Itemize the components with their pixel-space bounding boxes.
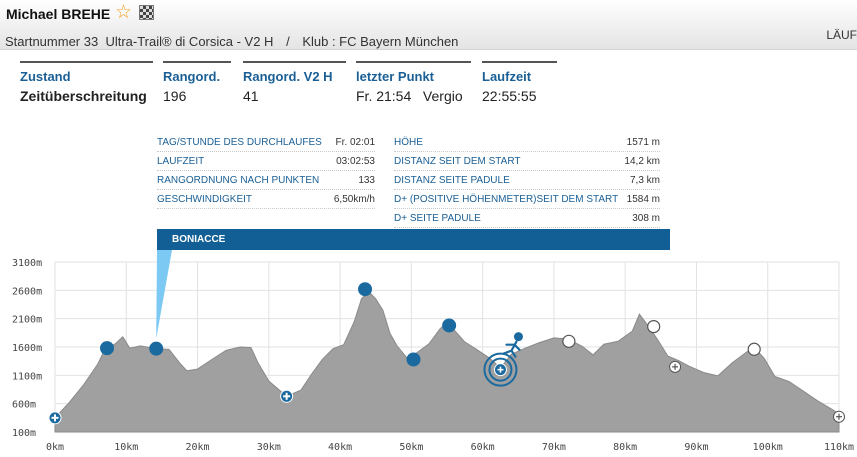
tooltip-value: 6,50km/h: [333, 194, 375, 205]
summary-last-point: letzter Punkt Fr. 21:54 Vergio: [356, 61, 471, 104]
tooltip-value: 308 m: [632, 213, 660, 224]
x-tick-label: 60km: [471, 442, 495, 453]
tooltip-row: GESCHWINDIGKEIT 6,50km/h: [157, 190, 375, 209]
header-bar: Michael BREHE ☆ Startnummer 33 Ultra-Tra…: [0, 0, 857, 50]
tooltip-value: 03:02:53: [336, 156, 375, 167]
checkpoint-passed[interactable]: [442, 318, 457, 333]
tooltip-row: D+ (POSITIVE HÖHENMETER)SEIT DEM START 15…: [394, 190, 660, 209]
y-tick-label: 2100m: [12, 315, 42, 326]
x-tick-label: 20km: [185, 442, 209, 453]
tooltip-key: D+ (POSITIVE HÖHENMETER)SEIT DEM START: [394, 194, 619, 205]
runner-head-icon: [513, 332, 523, 342]
bib-number: Startnummer 33: [5, 34, 99, 49]
x-tick-label: 0km: [46, 442, 64, 453]
summary-category-rank: Rangord. V2 H 41: [243, 61, 346, 104]
y-tick-label: 100m: [12, 428, 36, 439]
summary-label: Laufzeit: [482, 69, 532, 84]
summary-value: 41: [243, 88, 259, 104]
tooltip-row: D+ SEITE PADULE 308 m: [394, 209, 660, 228]
race-name: Ultra-Trail® di Corsica - V2 H: [105, 34, 274, 49]
tooltip-key: RANGORDNUNG NACH PUNKTEN: [157, 175, 320, 186]
separator: /: [286, 34, 290, 49]
tooltip-key: HÖHE: [394, 137, 423, 148]
tooltip-passage-info: TAG/STUNDE DES DURCHLAUFES Fr. 02:01 LAUF…: [157, 133, 375, 209]
summary-value: Fr. 21:54 Vergio: [356, 88, 463, 104]
runner-ring-middle: [488, 357, 513, 382]
tooltip-row: LAUFZEIT 03:02:53: [157, 152, 375, 171]
checkpoint-passed[interactable]: [358, 282, 373, 297]
y-tick-label: 600m: [12, 400, 36, 411]
star-icon[interactable]: ☆: [115, 2, 133, 23]
x-tick-label: 90km: [684, 442, 708, 453]
tooltip-place-name: BONIACCE: [157, 229, 670, 250]
tooltip-value: 7,3 km: [629, 175, 660, 186]
tab-laeufer[interactable]: LÄUF: [826, 28, 857, 42]
tooltip-key: DISTANZ SEITE PADULE: [394, 175, 510, 186]
tooltip-key: GESCHWINDIGKEIT: [157, 194, 253, 205]
tooltip-value: 133: [358, 175, 375, 186]
tooltip-value: 14,2 km: [624, 156, 660, 167]
tooltip-value: 1584 m: [626, 194, 660, 205]
y-tick-label: 2600m: [12, 286, 42, 297]
x-tick-label: 110km: [824, 442, 854, 453]
x-tick-label: 70km: [542, 442, 566, 453]
summary-rank: Rangord. 196: [163, 61, 231, 104]
summary-value: 196: [163, 88, 187, 104]
y-tick-label: 3100m: [12, 258, 42, 269]
tooltip-key: D+ SEITE PADULE: [394, 213, 481, 224]
tooltip-value: Fr. 02:01: [335, 137, 375, 148]
x-tick-label: 30km: [257, 442, 281, 453]
summary-time: Laufzeit 22:55:55: [482, 61, 557, 104]
runner-figure-icon: [502, 340, 521, 358]
checkpoint-upcoming[interactable]: [647, 320, 661, 334]
checkpoint-passed[interactable]: [149, 341, 164, 356]
tooltip-row: HÖHE 1571 m: [394, 133, 660, 152]
summary-label: Zustand: [20, 69, 71, 84]
runner-ring-outer: [483, 352, 518, 387]
tooltip-key: LAUFZEIT: [157, 156, 205, 167]
summary-value: Zeitüberschreitung: [20, 88, 147, 104]
tooltip-row: DISTANZ SEIT DEM START 14,2 km: [394, 152, 660, 171]
summary-status: Zustand Zeitüberschreitung: [20, 61, 153, 104]
club-name: Klub : FC Bayern München: [302, 34, 459, 49]
checkpoint-passed[interactable]: [406, 352, 421, 367]
tooltip-key: TAG/STUNDE DES DURCHLAUFES: [157, 137, 322, 148]
tooltip-value: 1571 m: [626, 137, 660, 148]
runner-position-marker[interactable]: [483, 332, 523, 387]
y-tick-label: 1100m: [12, 371, 42, 382]
y-tick-label: 1600m: [12, 343, 42, 354]
x-tick-label: 50km: [399, 442, 423, 453]
tooltip-row: TAG/STUNDE DES DURCHLAUFES Fr. 02:01: [157, 133, 375, 152]
x-tick-label: 80km: [613, 442, 637, 453]
summary-label: letzter Punkt: [356, 69, 435, 84]
tooltip-row: RANGORDNUNG NACH PUNKTEN 133: [157, 171, 375, 190]
x-tick-label: 10km: [114, 442, 138, 453]
runner-subline: Startnummer 33 Ultra-Trail® di Corsica -…: [5, 34, 458, 49]
checkered-flag-icon[interactable]: [139, 5, 154, 20]
elevation-area: [54, 290, 840, 433]
tooltip-row: DISTANZ SEITE PADULE 7,3 km: [394, 171, 660, 190]
checkpoint-passed[interactable]: [100, 341, 115, 356]
x-tick-label: 100km: [753, 442, 783, 453]
checkpoint-upcoming[interactable]: [562, 334, 576, 348]
tooltip-pointer: [156, 250, 172, 339]
tooltip-checkpoint-info: HÖHE 1571 m DISTANZ SEIT DEM START 14,2 km…: [394, 133, 660, 228]
summary-label: Rangord.: [163, 69, 221, 84]
tooltip-key: DISTANZ SEIT DEM START: [394, 156, 521, 167]
summary-value: 22:55:55: [482, 88, 537, 104]
summary-label: Rangord. V2 H: [243, 69, 333, 84]
checkpoint-upcoming[interactable]: [747, 342, 761, 356]
x-tick-label: 40km: [328, 442, 352, 453]
runner-name: Michael BREHE: [6, 6, 111, 22]
